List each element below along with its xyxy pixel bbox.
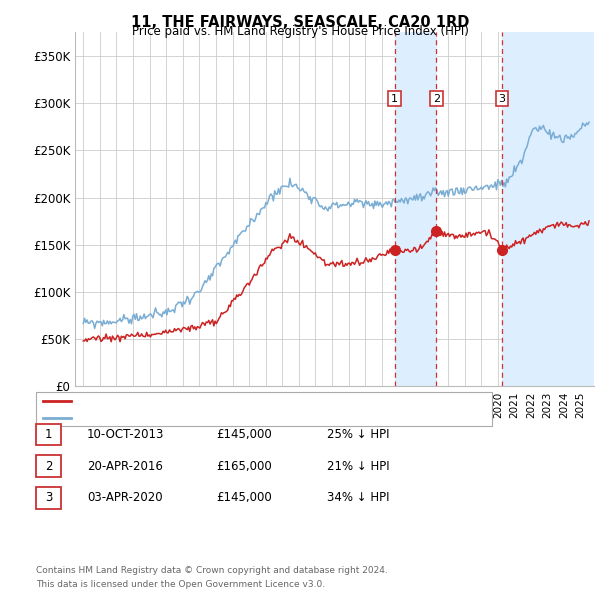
- Text: 20-APR-2016: 20-APR-2016: [87, 460, 163, 473]
- Text: 3: 3: [45, 491, 52, 504]
- Text: 2: 2: [433, 94, 440, 103]
- Text: HPI: Average price, detached house, Cumberland: HPI: Average price, detached house, Cumb…: [76, 413, 345, 423]
- Text: 34% ↓ HPI: 34% ↓ HPI: [327, 491, 389, 504]
- Text: 21% ↓ HPI: 21% ↓ HPI: [327, 460, 389, 473]
- Text: 1: 1: [391, 94, 398, 103]
- Text: 03-APR-2020: 03-APR-2020: [87, 491, 163, 504]
- Text: £145,000: £145,000: [216, 428, 272, 441]
- Text: 25% ↓ HPI: 25% ↓ HPI: [327, 428, 389, 441]
- Bar: [502, 32, 594, 386]
- Text: £165,000: £165,000: [216, 460, 272, 473]
- Text: Price paid vs. HM Land Registry's House Price Index (HPI): Price paid vs. HM Land Registry's House …: [131, 25, 469, 38]
- Text: 11, THE FAIRWAYS, SEASCALE, CA20 1RD: 11, THE FAIRWAYS, SEASCALE, CA20 1RD: [131, 15, 469, 30]
- Text: £145,000: £145,000: [216, 491, 272, 504]
- Text: 3: 3: [499, 94, 505, 103]
- Text: 11, THE FAIRWAYS, SEASCALE, CA20 1RD (detached house): 11, THE FAIRWAYS, SEASCALE, CA20 1RD (de…: [76, 396, 400, 406]
- Text: 2: 2: [45, 460, 52, 473]
- Text: Contains HM Land Registry data © Crown copyright and database right 2024.
This d: Contains HM Land Registry data © Crown c…: [36, 566, 388, 589]
- Text: 1: 1: [45, 428, 52, 441]
- Bar: [395, 32, 436, 386]
- Text: 10-OCT-2013: 10-OCT-2013: [87, 428, 164, 441]
